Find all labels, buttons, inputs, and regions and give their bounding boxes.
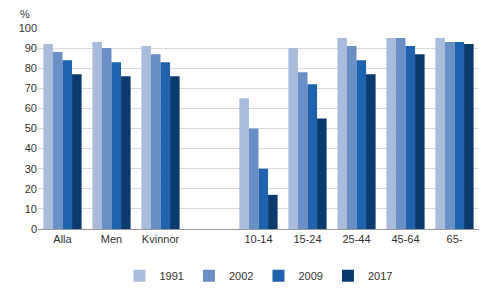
svg-text:Alla: Alla: [53, 233, 72, 245]
svg-text:15-24: 15-24: [293, 233, 321, 245]
svg-text:%: %: [20, 8, 30, 20]
svg-text:40: 40: [25, 142, 37, 154]
svg-text:80: 80: [25, 62, 37, 74]
svg-text:30: 30: [25, 163, 37, 175]
svg-text:100: 100: [19, 22, 37, 34]
svg-text:Kvinnor: Kvinnor: [142, 233, 180, 245]
svg-text:60: 60: [25, 102, 37, 114]
svg-text:90: 90: [25, 42, 37, 54]
svg-text:10-14: 10-14: [244, 233, 272, 245]
svg-text:50: 50: [25, 122, 37, 134]
svg-text:25-44: 25-44: [342, 233, 370, 245]
svg-text:20: 20: [25, 183, 37, 195]
svg-text:2017: 2017: [368, 270, 392, 282]
svg-text:2009: 2009: [298, 270, 322, 282]
svg-text:Men: Men: [101, 233, 122, 245]
svg-text:65-: 65-: [447, 233, 463, 245]
svg-text:2002: 2002: [229, 270, 253, 282]
svg-text:0: 0: [31, 223, 37, 235]
svg-text:70: 70: [25, 82, 37, 94]
svg-text:10: 10: [25, 203, 37, 215]
svg-text:1991: 1991: [160, 270, 184, 282]
svg-text:45-64: 45-64: [391, 233, 419, 245]
